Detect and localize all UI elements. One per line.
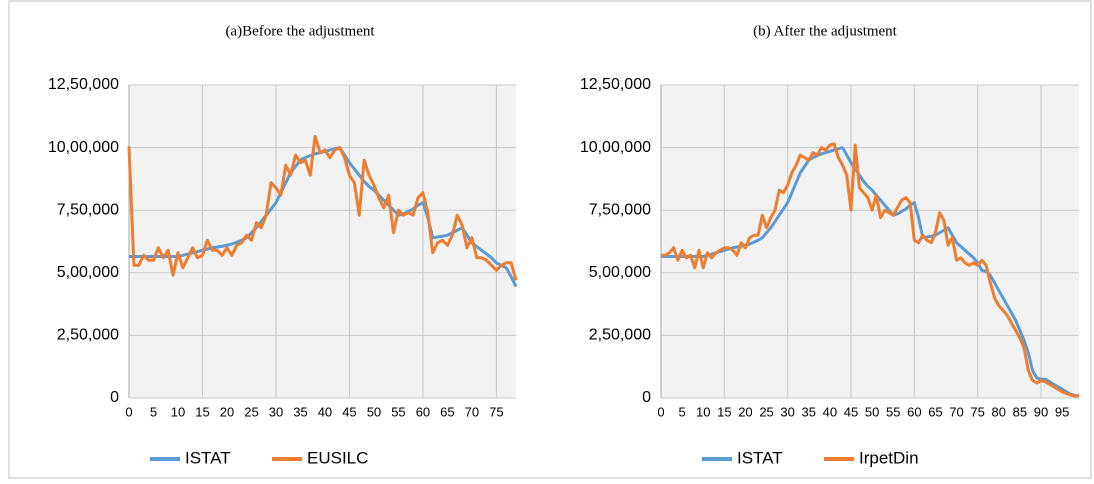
y-tick-label: 5,00,000: [589, 264, 651, 281]
y-tick-label: 2,50,000: [57, 327, 119, 344]
x-tick-label: 60: [907, 404, 921, 419]
x-tick-label: 40: [318, 404, 332, 419]
x-tick-label: 70: [465, 404, 479, 419]
legend-label: IrpetDin: [859, 448, 919, 467]
x-tick-label: 25: [759, 404, 773, 419]
y-tick-label: 12,50,000: [48, 76, 119, 93]
x-tick-label: 10: [696, 404, 710, 419]
frame: [8, 0, 1092, 479]
y-tick-label: 10,00,000: [48, 139, 119, 156]
x-tick-label: 0: [657, 404, 664, 419]
x-tick-label: 45: [342, 404, 356, 419]
x-tick-label: 15: [717, 404, 731, 419]
x-tick-label: 70: [949, 404, 963, 419]
x-tick-label: 95: [1055, 404, 1069, 419]
chart-title: (a)Before the adjustment: [225, 23, 375, 39]
y-tick-label: 7,50,000: [57, 201, 119, 218]
x-tick-label: 5: [678, 404, 685, 419]
x-tick-label: 55: [886, 404, 900, 419]
plot-area: [129, 85, 516, 398]
x-tick-label: 0: [125, 404, 132, 419]
x-tick-label: 80: [992, 404, 1006, 419]
x-tick-label: 25: [244, 404, 258, 419]
x-tick-label: 40: [823, 404, 837, 419]
x-tick-label: 45: [844, 404, 858, 419]
y-tick-label: 5,00,000: [57, 264, 119, 281]
legend-label: EUSILC: [307, 448, 368, 467]
x-tick-label: 20: [220, 404, 234, 419]
chart-title: (b) After the adjustment: [753, 23, 898, 39]
legend-label: ISTAT: [185, 448, 231, 467]
x-tick-label: 5: [150, 404, 157, 419]
x-tick-label: 75: [970, 404, 984, 419]
y-tick-label: 10,00,000: [580, 139, 651, 156]
y-tick-label: 12,50,000: [580, 76, 651, 93]
x-tick-label: 75: [489, 404, 503, 419]
x-tick-label: 55: [391, 404, 405, 419]
x-tick-label: 30: [269, 404, 283, 419]
x-tick-label: 10: [171, 404, 185, 419]
x-tick-label: 30: [780, 404, 794, 419]
x-tick-label: 15: [195, 404, 209, 419]
x-tick-label: 65: [928, 404, 942, 419]
y-tick-label: 0: [642, 389, 651, 406]
x-tick-label: 60: [416, 404, 430, 419]
plot-area: [661, 85, 1079, 398]
x-tick-label: 20: [738, 404, 752, 419]
x-tick-label: 35: [802, 404, 816, 419]
series-line: [127, 134, 518, 281]
y-tick-label: 7,50,000: [589, 201, 651, 218]
legend-label: ISTAT: [737, 448, 783, 467]
series-line: [661, 142, 1080, 398]
x-tick-label: 90: [1034, 404, 1048, 419]
x-tick-label: 85: [1013, 404, 1027, 419]
x-tick-label: 35: [293, 404, 307, 419]
x-tick-label: 50: [865, 404, 879, 419]
x-tick-label: 50: [367, 404, 381, 419]
y-tick-label: 2,50,000: [589, 327, 651, 344]
y-tick-label: 0: [110, 389, 119, 406]
x-tick-label: 65: [440, 404, 454, 419]
